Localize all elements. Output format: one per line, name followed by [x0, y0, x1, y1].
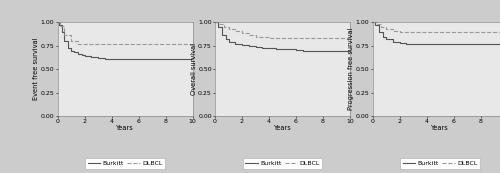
- Y-axis label: Overall survival: Overall survival: [190, 43, 196, 95]
- X-axis label: Years: Years: [116, 125, 134, 131]
- Legend: Burkitt, DLBCL: Burkitt, DLBCL: [242, 158, 322, 169]
- X-axis label: Years: Years: [274, 125, 291, 131]
- Y-axis label: Event free survival: Event free survival: [33, 38, 39, 101]
- X-axis label: Years: Years: [431, 125, 449, 131]
- Legend: Burkitt, DLBCL: Burkitt, DLBCL: [400, 158, 480, 169]
- Y-axis label: Progression free survival: Progression free survival: [348, 28, 354, 110]
- Legend: Burkitt, DLBCL: Burkitt, DLBCL: [85, 158, 165, 169]
